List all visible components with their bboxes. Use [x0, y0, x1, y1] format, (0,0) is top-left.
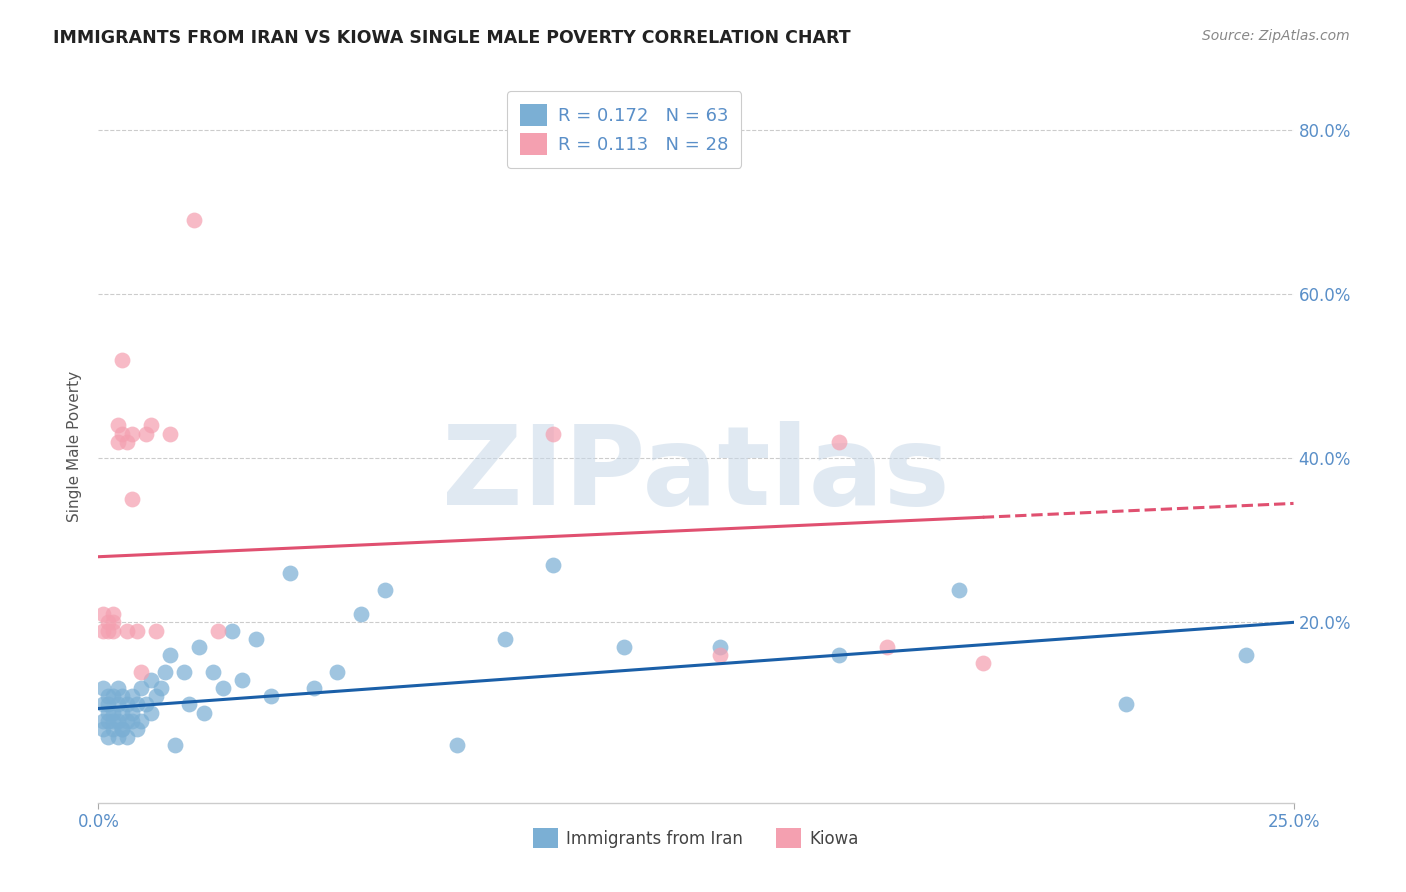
Point [259, 689, 281, 703]
Point [97, 624, 120, 638]
Text: ZIPatlas: ZIPatlas [441, 421, 950, 528]
Point [1234, 648, 1257, 662]
Point [187, 640, 209, 654]
Point [145, 624, 167, 638]
Point [97, 714, 120, 728]
Point [709, 640, 731, 654]
Point [111, 722, 134, 736]
Point [245, 632, 267, 646]
Point [828, 434, 851, 449]
Point [202, 665, 225, 679]
Point [159, 648, 181, 662]
Point [131, 714, 153, 728]
Point [107, 698, 129, 712]
Point [155, 665, 177, 679]
Point [91, 624, 114, 638]
Point [231, 673, 253, 687]
Point [121, 706, 143, 720]
Point [101, 706, 124, 720]
Point [183, 213, 205, 227]
Point [97, 689, 120, 703]
Point [111, 722, 134, 736]
Point [107, 434, 129, 449]
Point [149, 681, 172, 695]
Legend: Immigrants from Iran, Kiowa: Immigrants from Iran, Kiowa [526, 822, 866, 855]
Point [101, 624, 124, 638]
Point [350, 607, 373, 622]
Point [91, 714, 114, 728]
Point [107, 681, 129, 695]
Point [111, 352, 134, 367]
Point [135, 426, 157, 441]
Point [1115, 698, 1137, 712]
Point [135, 698, 157, 712]
Point [709, 648, 731, 662]
Point [828, 648, 851, 662]
Point [193, 706, 215, 720]
Point [97, 615, 120, 630]
Point [173, 665, 195, 679]
Y-axis label: Single Male Poverty: Single Male Poverty [67, 370, 83, 522]
Point [115, 698, 138, 712]
Point [111, 706, 134, 720]
Point [107, 730, 129, 744]
Point [131, 681, 153, 695]
Point [494, 632, 516, 646]
Point [91, 681, 114, 695]
Text: Source: ZipAtlas.com: Source: ZipAtlas.com [1202, 29, 1350, 43]
Point [876, 640, 898, 654]
Text: IMMIGRANTS FROM IRAN VS KIOWA SINGLE MALE POVERTY CORRELATION CHART: IMMIGRANTS FROM IRAN VS KIOWA SINGLE MAL… [53, 29, 851, 46]
Point [613, 640, 636, 654]
Point [221, 624, 243, 638]
Point [125, 722, 148, 736]
Point [972, 657, 994, 671]
Point [115, 624, 138, 638]
Point [97, 730, 120, 744]
Point [207, 624, 229, 638]
Point [91, 698, 114, 712]
Point [115, 730, 138, 744]
Point [163, 739, 186, 753]
Point [101, 615, 124, 630]
Point [121, 689, 143, 703]
Point [101, 714, 124, 728]
Point [107, 418, 129, 433]
Point [211, 681, 233, 695]
Point [97, 698, 120, 712]
Point [541, 426, 564, 441]
Point [125, 624, 148, 638]
Point [159, 426, 181, 441]
Point [374, 582, 396, 597]
Point [131, 665, 153, 679]
Point [179, 698, 201, 712]
Point [91, 722, 114, 736]
Point [139, 418, 162, 433]
Point [121, 714, 143, 728]
Point [91, 607, 114, 622]
Point [446, 739, 468, 753]
Point [101, 607, 124, 622]
Point [145, 689, 167, 703]
Point [111, 689, 134, 703]
Point [278, 566, 301, 581]
Point [101, 722, 124, 736]
Point [326, 665, 349, 679]
Point [125, 698, 148, 712]
Point [97, 706, 120, 720]
Point [121, 492, 143, 507]
Point [115, 714, 138, 728]
Point [107, 714, 129, 728]
Point [121, 426, 143, 441]
Point [139, 706, 162, 720]
Point [139, 673, 162, 687]
Point [302, 681, 325, 695]
Point [111, 426, 134, 441]
Point [115, 434, 138, 449]
Point [101, 689, 124, 703]
Point [948, 582, 970, 597]
Point [541, 558, 564, 572]
